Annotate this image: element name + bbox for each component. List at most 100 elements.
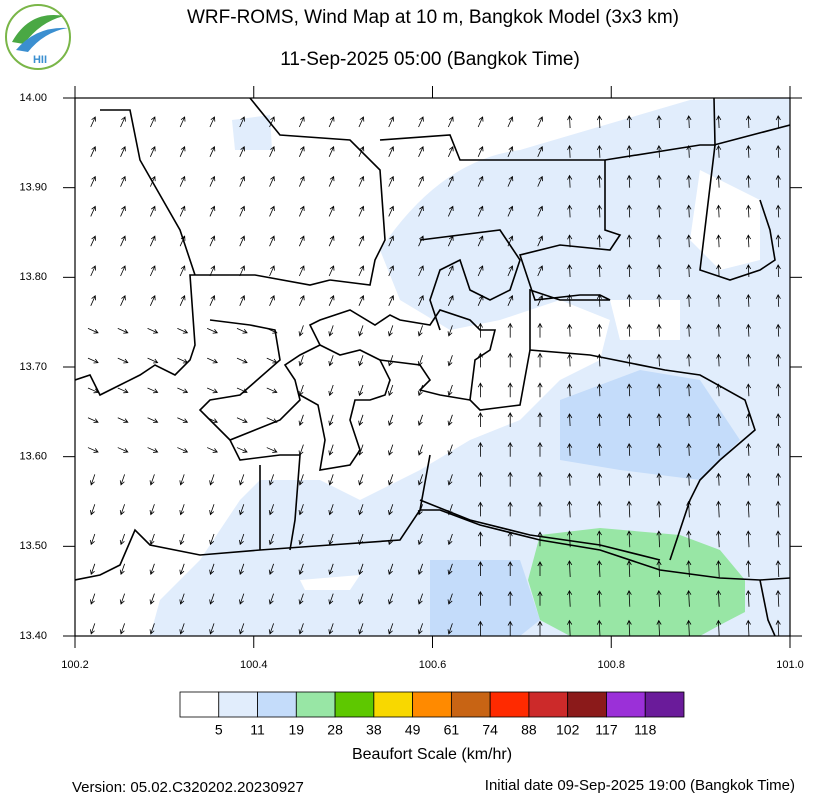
wind-arrow — [328, 533, 334, 546]
wind-arrow — [117, 357, 129, 364]
wind-arrow — [447, 146, 454, 157]
wind-arrow — [716, 413, 722, 427]
wind-arrow — [328, 175, 335, 187]
wind-arrow — [596, 353, 603, 367]
wind-arrow — [149, 593, 155, 605]
wind-arrow — [567, 413, 573, 427]
legend-label: 38 — [366, 722, 382, 738]
wind-arrow — [567, 530, 573, 548]
wind-arrow — [507, 590, 513, 606]
wind-arrow — [686, 530, 692, 548]
wind-arrow — [179, 623, 185, 635]
wind-arrow — [358, 593, 364, 605]
wind-arrow — [477, 322, 483, 338]
wind-arrow — [626, 293, 632, 307]
wind-arrow — [268, 593, 274, 605]
wind-arrow — [177, 328, 189, 334]
wind-arrow — [567, 174, 573, 188]
wind-arrow — [147, 447, 159, 453]
wind-arrow — [417, 533, 423, 546]
wind-shade — [300, 575, 360, 590]
wind-arrow — [149, 474, 155, 486]
wind-arrow — [656, 442, 662, 456]
wind-arrow — [207, 447, 218, 453]
wind-arrow — [626, 500, 632, 518]
wind-arrow — [90, 563, 96, 575]
wind-arrow — [209, 175, 216, 187]
wind-arrow — [686, 472, 692, 486]
wind-arrow — [90, 235, 97, 247]
wind-arrow — [537, 620, 543, 636]
wind-arrow — [388, 414, 394, 426]
wind-arrow — [596, 293, 603, 307]
legend-swatch — [257, 691, 297, 718]
wind-arrow — [149, 623, 155, 635]
wind-arrow — [179, 235, 186, 247]
wind-arrow — [477, 531, 483, 547]
wind-arrow — [745, 204, 752, 218]
wind-arrow — [328, 474, 334, 486]
lat-label: 13.90 — [19, 182, 47, 194]
wind-arrow — [507, 471, 513, 487]
wind-arrow — [537, 531, 543, 547]
wind-arrow — [207, 417, 218, 424]
wind-arrow — [537, 352, 543, 368]
wind-arrow — [447, 504, 453, 516]
wind-arrow — [90, 175, 97, 187]
wind-arrow — [775, 383, 781, 397]
district-boundaries — [75, 98, 790, 636]
wind-arrow — [537, 412, 543, 427]
version: Version: 05.02.C320202.20230927 — [72, 779, 304, 796]
wind-arrow — [269, 265, 275, 277]
wind-arrow — [239, 265, 246, 277]
wind-arrow — [266, 357, 278, 364]
lat-label: 13.70 — [19, 361, 47, 373]
wind-arrow — [269, 295, 275, 306]
wind-arrow — [596, 234, 603, 248]
wind-arrow — [507, 501, 513, 517]
wind-arrow — [745, 413, 752, 427]
legend-swatch — [373, 691, 414, 718]
wind-arrow — [567, 472, 573, 486]
wind-arrow — [686, 383, 692, 397]
wind-arrow — [775, 204, 781, 218]
wind-arrow — [119, 593, 125, 605]
wind-arrow — [239, 623, 245, 635]
wind-arrow — [567, 234, 573, 248]
wind-arrow — [418, 235, 424, 247]
wind-arrow — [775, 234, 781, 248]
wind-arrow — [626, 560, 632, 578]
legend-label: 74 — [482, 722, 498, 738]
wind-arrow — [209, 146, 216, 157]
wind-arrow — [775, 323, 781, 337]
wind-arrow — [686, 413, 692, 427]
wind-arrow — [656, 144, 662, 158]
wind-arrow — [266, 328, 278, 334]
wind-arrow — [596, 174, 603, 188]
wind-arrow — [266, 417, 278, 424]
wind-arrow — [745, 234, 752, 248]
wind-arrow — [745, 115, 752, 129]
wind-shade — [560, 370, 740, 480]
wind-arrow — [775, 442, 781, 456]
wind-arrow — [358, 116, 365, 128]
wind-arrow — [596, 589, 602, 607]
wind-arrow — [209, 235, 216, 247]
wind-arrow — [358, 444, 364, 456]
wind-arrow — [626, 589, 632, 607]
wind-arrow — [239, 146, 246, 157]
legend-label: 102 — [556, 722, 580, 738]
wind-arrow — [117, 328, 129, 334]
wind-arrow — [358, 205, 365, 217]
wind-arrow — [298, 563, 304, 575]
wind-arrow — [209, 563, 215, 575]
wind-arrow — [596, 264, 603, 278]
wind-arrow — [745, 500, 751, 518]
lat-label: 13.80 — [19, 271, 47, 283]
wind-arrow — [298, 414, 304, 426]
wind-arrow — [209, 116, 216, 128]
wind-arrow — [596, 442, 603, 456]
wind-arrow — [507, 382, 513, 398]
legend-swatch — [334, 691, 375, 718]
wind-arrow — [269, 205, 275, 217]
